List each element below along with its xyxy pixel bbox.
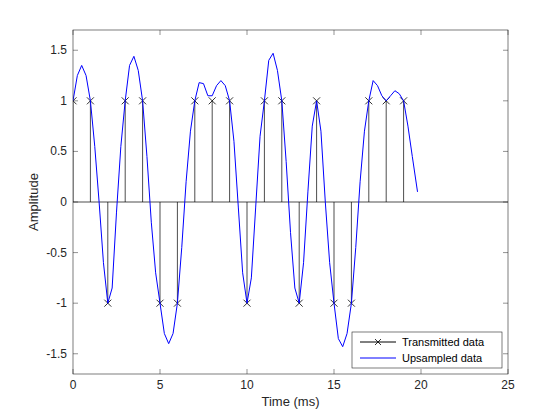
x-tick-top — [160, 30, 161, 35]
legend-swatch — [360, 358, 396, 359]
x-tick — [247, 369, 248, 374]
legend-label: Upsampled data — [402, 352, 483, 364]
legend-label: Transmitted data — [402, 336, 485, 348]
stem — [107, 202, 108, 303]
axes-frame — [73, 30, 508, 374]
y-tick — [73, 151, 78, 152]
stem — [299, 202, 300, 303]
x-tick-label: 5 — [157, 378, 164, 392]
y-tick-right — [503, 252, 508, 253]
y-tick-label: 0 — [60, 195, 67, 209]
stem — [316, 101, 317, 202]
y-tick — [73, 353, 78, 354]
stem — [229, 101, 230, 202]
stem — [403, 101, 404, 202]
legend-marker — [375, 339, 381, 345]
legend-box — [352, 332, 502, 368]
legend: Transmitted data Upsampled data — [352, 332, 502, 368]
y-tick-right — [503, 50, 508, 51]
stem-baseline — [73, 202, 508, 203]
y-tick — [73, 50, 78, 51]
stem — [177, 202, 178, 303]
plot-area — [73, 30, 508, 374]
line — [73, 53, 418, 346]
stem — [247, 202, 248, 303]
x-tick-label: 0 — [70, 378, 77, 392]
stem-marker — [209, 97, 216, 104]
stem — [281, 101, 282, 202]
y-tick-label: 1 — [60, 94, 67, 108]
y-tick-right — [503, 303, 508, 304]
y-tick-label: -1.5 — [46, 347, 67, 361]
x-tick-top — [421, 30, 422, 35]
y-tick-label: 0.5 — [50, 144, 67, 158]
stem — [160, 202, 161, 303]
y-tick — [73, 252, 78, 253]
y-tick — [73, 303, 78, 304]
stem — [212, 101, 213, 202]
data-group — [73, 53, 508, 346]
y-tick-right — [503, 100, 508, 101]
x-tick-label: 25 — [501, 378, 515, 392]
x-tick-label: 10 — [240, 378, 254, 392]
stem — [142, 101, 143, 202]
y-tick-right — [503, 353, 508, 354]
y-tick-label: -1 — [56, 296, 67, 310]
stem — [386, 101, 387, 202]
stem — [194, 101, 195, 202]
stem — [351, 202, 352, 303]
x-tick — [334, 369, 335, 374]
x-tick — [160, 369, 161, 374]
y-tick-label: 1.5 — [50, 43, 67, 57]
y-tick-right — [503, 151, 508, 152]
chart: 0 5 10 15 20 25 -1.5 -1 -0.5 0 0.5 1 1.5 Time (ms) Amp… — [0, 0, 560, 420]
x-tick-top — [334, 30, 335, 35]
stem — [90, 101, 91, 202]
y-axis-label: Amplitude — [26, 173, 41, 231]
background — [0, 0, 560, 420]
x-tick-label: 20 — [414, 378, 428, 392]
stem — [264, 101, 265, 202]
x-axis-label: Time (ms) — [261, 394, 319, 409]
x-tick-top — [247, 30, 248, 35]
x-tick-label: 15 — [327, 378, 341, 392]
stem — [334, 202, 335, 303]
y-tick-label: -0.5 — [46, 246, 67, 260]
stem — [125, 101, 126, 202]
x-tick — [421, 369, 422, 374]
stem — [368, 101, 369, 202]
